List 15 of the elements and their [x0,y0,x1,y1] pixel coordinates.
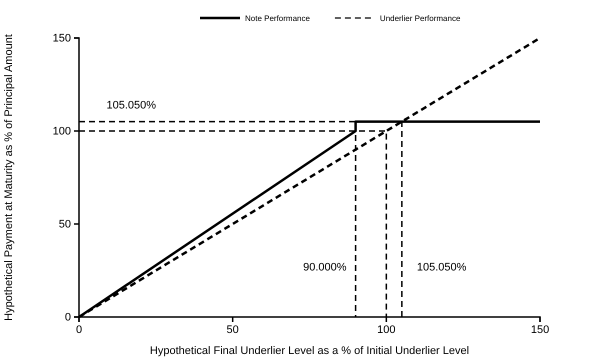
y-tick-label: 150 [52,32,71,45]
x-axis-title: Hypothetical Final Underlier Level as a % of Initial Underlier Level [150,345,470,357]
annotation: 105.050% [106,100,156,112]
x-tick-label: 0 [76,324,82,336]
y-axis-title: Hypothetical Payment at Maturity as % of Principal Amount [3,34,15,321]
x-tick-label: 50 [226,324,239,336]
annotation: 90.000% [303,262,347,274]
y-tick-label: 0 [64,312,71,324]
x-tick-label: 150 [530,324,550,336]
x-tick-label: 100 [377,324,396,336]
legend-label: Underlier Performance [380,14,461,23]
annotation: 105.050% [416,262,467,274]
y-tick-label: 50 [58,218,71,231]
legend-label: Note Performance [245,14,310,23]
y-tick-label: 100 [52,126,71,138]
